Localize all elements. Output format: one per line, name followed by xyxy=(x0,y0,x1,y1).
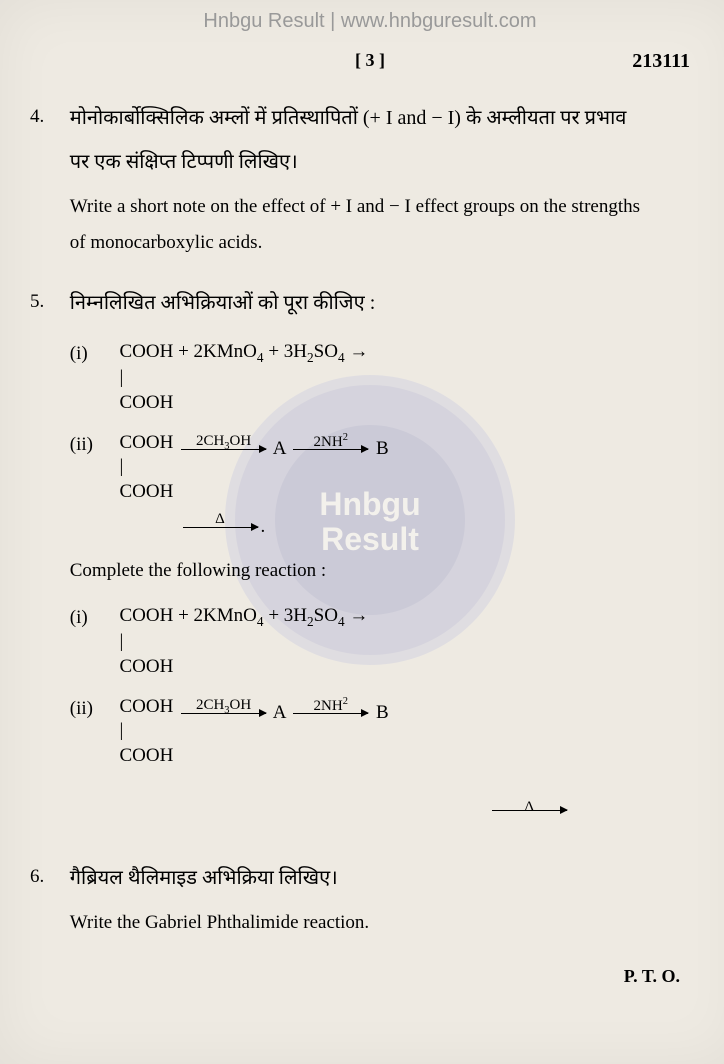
q5-english: Complete the following reaction : xyxy=(70,553,650,589)
watermark-header: Hnbgu Result | www.hnbguresult.com xyxy=(0,10,724,33)
q6-english: Write the Gabriel Phthalimide reaction. xyxy=(70,905,650,941)
question-6: 6. गैब्रियल थैलिमाइड अभिक्रिया लिखिए। Wr… xyxy=(30,856,710,941)
q5-sub-ii-second: (ii) COOH | COOH 2CH3OH A 2NH2 xyxy=(70,695,650,769)
q6-hindi: गैब्रियल थैलिमाइड अभिक्रिया लिखिए। xyxy=(70,867,338,889)
paper-code: 213111 xyxy=(632,50,690,73)
q5-sub-i-second: (i) COOH + 2KMnO4 + 3H2SO4 → | COOH xyxy=(70,604,650,679)
q4-hindi: मोनोकार्बोक्सिलिक अम्लों में प्रतिस्थापि… xyxy=(70,107,627,173)
q6-number: 6. xyxy=(30,856,65,898)
pto: P. T. O. xyxy=(30,966,680,987)
q4-english: Write a short note on the effect of + I … xyxy=(70,189,650,261)
q5-hindi: निम्नलिखित अभिक्रियाओं को पूरा कीजिए : xyxy=(70,292,376,314)
q4-number: 4. xyxy=(30,96,65,138)
q5-sub-ii-first: (ii) COOH | COOH 2CH3OH A 2NH2 xyxy=(70,431,650,542)
q5-delta-final: Δ xyxy=(70,789,570,831)
q5-sub-i-first: (i) COOH + 2KMnO4 + 3H2SO4 → | COOH xyxy=(70,340,650,415)
question-5: 5. निम्नलिखित अभिक्रियाओं को पूरा कीजिए … xyxy=(30,281,710,830)
page-number: [ 3 ] xyxy=(355,50,385,71)
page-header: [ 3 ] 213111 xyxy=(30,50,710,71)
question-4: 4. मोनोकार्बोक्सिलिक अम्लों में प्रतिस्थ… xyxy=(30,96,710,261)
q5-number: 5. xyxy=(30,281,65,323)
